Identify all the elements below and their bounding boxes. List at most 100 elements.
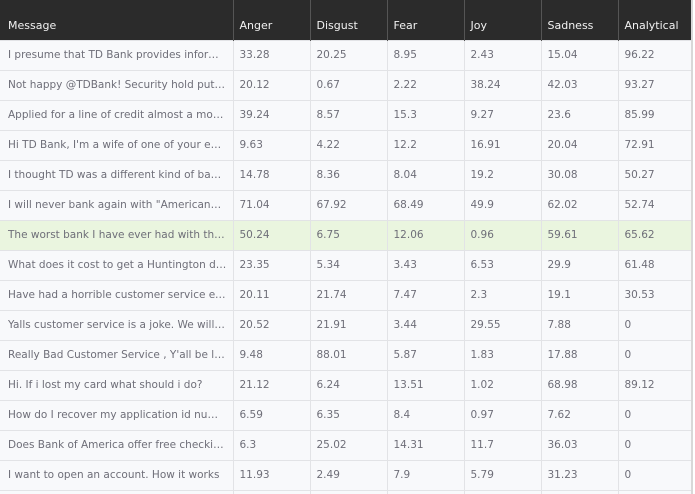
- cell-joy: 29.55: [463, 309, 542, 341]
- cell-analytical: 89.12: [617, 369, 691, 401]
- table-row[interactable]: I presume that TD Bank provides informat…: [0, 39, 691, 71]
- cell-sadness: 19.1: [540, 279, 619, 311]
- cell-anger: 20.12: [232, 69, 311, 101]
- cell-sadness: 30.08: [540, 159, 619, 191]
- cell-analytical: 30.53: [617, 279, 691, 311]
- cell-joy: 1.83: [463, 339, 542, 371]
- cell-message: How do I recover my application id numbe…: [0, 399, 234, 431]
- cell-message: Applied for a line of credit almost a mo…: [0, 99, 234, 131]
- column-header-message[interactable]: Message: [0, 0, 234, 40]
- cell-sadness: 68.98: [540, 369, 619, 401]
- table-row[interactable]: How do I recover my application id numbe…: [0, 399, 691, 431]
- column-header-fear[interactable]: Fear: [386, 0, 465, 40]
- table-row[interactable]: I thought TD was a different kind of ban…: [0, 159, 691, 191]
- cell-anger: 9.63: [232, 129, 311, 161]
- cell-fear: 14.31: [386, 429, 465, 461]
- cell-disgust: 6.35: [309, 399, 388, 431]
- column-header-anger[interactable]: Anger: [232, 0, 311, 40]
- cell-message: I want to open an account. How it works: [0, 459, 234, 491]
- cell-empty: [617, 489, 691, 494]
- cell-analytical: 0: [617, 339, 691, 371]
- cell-analytical: 65.62: [617, 219, 691, 251]
- cell-disgust: 25.02: [309, 429, 388, 461]
- cell-joy: 0.97: [463, 399, 542, 431]
- cell-fear: 5.87: [386, 339, 465, 371]
- cell-joy: 2.43: [463, 39, 542, 71]
- table-row[interactable]: Really Bad Customer Service , Y'all be l…: [0, 339, 691, 371]
- table-row[interactable]: Not happy @TDBank! Security hold put on …: [0, 69, 691, 101]
- cell-disgust: 2.49: [309, 459, 388, 491]
- cell-fear: 8.4: [386, 399, 465, 431]
- cell-analytical: 72.91: [617, 129, 691, 161]
- cell-message: What does it cost to get a Huntington de…: [0, 249, 234, 281]
- column-header-disgust[interactable]: Disgust: [309, 0, 388, 40]
- table-body: I presume that TD Bank provides informat…: [0, 39, 691, 494]
- cell-sadness: 36.03: [540, 429, 619, 461]
- cell-anger: 39.24: [232, 99, 311, 131]
- cell-message: Hi. If i lost my card what should i do?: [0, 369, 234, 401]
- cell-joy: 6.53: [463, 249, 542, 281]
- cell-sadness: 15.04: [540, 39, 619, 71]
- table-row[interactable]: Hi. If i lost my card what should i do? …: [0, 369, 691, 401]
- cell-anger: 33.28: [232, 39, 311, 71]
- cell-disgust: 20.25: [309, 39, 388, 71]
- table-row[interactable]: What does it cost to get a Huntington de…: [0, 249, 691, 281]
- table-row[interactable]: I will never bank again with "Americans …: [0, 189, 691, 221]
- table-row[interactable]: I want to open an account. How it works …: [0, 459, 691, 491]
- cell-disgust: 21.74: [309, 279, 388, 311]
- cell-fear: 7.47: [386, 279, 465, 311]
- column-header-analytical[interactable]: Analytical: [617, 0, 691, 40]
- cell-anger: 71.04: [232, 189, 311, 221]
- cell-joy: 38.24: [463, 69, 542, 101]
- cell-analytical: 0: [617, 309, 691, 341]
- cell-fear: 13.51: [386, 369, 465, 401]
- column-header-sadness[interactable]: Sadness: [540, 0, 619, 40]
- cell-disgust: 6.75: [309, 219, 388, 251]
- table-row-partial[interactable]: [0, 489, 691, 494]
- cell-analytical: 0: [617, 399, 691, 431]
- cell-fear: 3.44: [386, 309, 465, 341]
- table-row[interactable]: Have had a horrible customer service exp…: [0, 279, 691, 311]
- cell-anger: 20.11: [232, 279, 311, 311]
- cell-joy: 2.3: [463, 279, 542, 311]
- cell-sadness: 7.62: [540, 399, 619, 431]
- cell-empty: [540, 489, 619, 494]
- cell-joy: 19.2: [463, 159, 542, 191]
- cell-fear: 7.9: [386, 459, 465, 491]
- cell-message: I thought TD was a different kind of ban…: [0, 159, 234, 191]
- table-row[interactable]: Applied for a line of credit almost a mo…: [0, 99, 691, 131]
- cell-message: Hi TD Bank, I'm a wife of one of your em…: [0, 129, 234, 161]
- table-row-selected[interactable]: The worst bank I have ever had with the …: [0, 219, 691, 251]
- cell-analytical: 85.99: [617, 99, 691, 131]
- cell-joy: 11.7: [463, 429, 542, 461]
- cell-message: Not happy @TDBank! Security hold put on …: [0, 69, 234, 101]
- column-header-joy[interactable]: Joy: [463, 0, 542, 40]
- cell-anger: 9.48: [232, 339, 311, 371]
- cell-fear: 8.04: [386, 159, 465, 191]
- cell-sadness: 23.6: [540, 99, 619, 131]
- cell-sadness: 17.88: [540, 339, 619, 371]
- table-row[interactable]: Does Bank of America offer free checking…: [0, 429, 691, 461]
- table-row[interactable]: Yalls customer service is a joke. We wil…: [0, 309, 691, 341]
- cell-anger: 6.3: [232, 429, 311, 461]
- cell-joy: 1.02: [463, 369, 542, 401]
- cell-disgust: 21.91: [309, 309, 388, 341]
- cell-anger: 11.93: [232, 459, 311, 491]
- cell-joy: 16.91: [463, 129, 542, 161]
- cell-anger: 14.78: [232, 159, 311, 191]
- table-row[interactable]: Hi TD Bank, I'm a wife of one of your em…: [0, 129, 691, 161]
- table-header: Message Anger Disgust Fear Joy Sadness A…: [0, 0, 691, 40]
- cell-disgust: 4.22: [309, 129, 388, 161]
- cell-disgust: 0.67: [309, 69, 388, 101]
- cell-fear: 68.49: [386, 189, 465, 221]
- cell-anger: 21.12: [232, 369, 311, 401]
- cell-empty: [309, 489, 388, 494]
- cell-anger: 23.35: [232, 249, 311, 281]
- cell-message: Does Bank of America offer free checking…: [0, 429, 234, 461]
- cell-message: I will never bank again with "Americans …: [0, 189, 234, 221]
- cell-joy: 49.9: [463, 189, 542, 221]
- cell-joy: 5.79: [463, 459, 542, 491]
- cell-empty: [0, 489, 234, 494]
- cell-disgust: 6.24: [309, 369, 388, 401]
- cell-message: Yalls customer service is a joke. We wil…: [0, 309, 234, 341]
